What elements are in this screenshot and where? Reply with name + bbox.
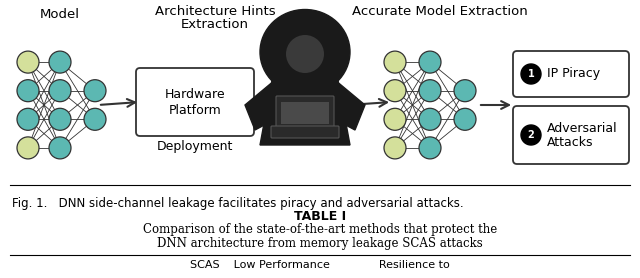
Circle shape xyxy=(521,125,541,145)
Circle shape xyxy=(49,51,71,73)
Circle shape xyxy=(49,108,71,130)
FancyBboxPatch shape xyxy=(136,68,254,136)
Text: Platform: Platform xyxy=(168,103,221,116)
Text: TABLE I: TABLE I xyxy=(294,210,346,224)
Ellipse shape xyxy=(286,35,324,73)
FancyBboxPatch shape xyxy=(513,106,629,164)
FancyBboxPatch shape xyxy=(281,102,329,124)
FancyBboxPatch shape xyxy=(271,126,339,138)
Text: IP Piracy: IP Piracy xyxy=(547,68,600,81)
Polygon shape xyxy=(327,80,365,130)
Circle shape xyxy=(84,80,106,102)
Circle shape xyxy=(49,137,71,159)
Text: Attacks: Attacks xyxy=(547,135,593,148)
Circle shape xyxy=(419,137,441,159)
Text: Comparison of the state-of-the-art methods that protect the: Comparison of the state-of-the-art metho… xyxy=(143,224,497,237)
FancyBboxPatch shape xyxy=(513,51,629,97)
Text: 2: 2 xyxy=(527,130,534,140)
Circle shape xyxy=(454,108,476,130)
Circle shape xyxy=(84,108,106,130)
FancyBboxPatch shape xyxy=(276,96,334,128)
Circle shape xyxy=(454,80,476,102)
Polygon shape xyxy=(260,75,350,145)
Circle shape xyxy=(384,108,406,130)
Circle shape xyxy=(419,80,441,102)
Circle shape xyxy=(419,108,441,130)
Circle shape xyxy=(49,80,71,102)
Circle shape xyxy=(521,64,541,84)
Circle shape xyxy=(384,137,406,159)
Text: Adversarial: Adversarial xyxy=(547,121,618,135)
Text: Architecture Hints: Architecture Hints xyxy=(155,5,275,18)
Text: Fig. 1.   DNN side-channel leakage facilitates piracy and adversarial attacks.: Fig. 1. DNN side-channel leakage facilit… xyxy=(12,197,463,210)
Circle shape xyxy=(384,80,406,102)
Circle shape xyxy=(17,80,39,102)
Circle shape xyxy=(419,51,441,73)
Text: 1: 1 xyxy=(527,69,534,79)
Text: DNN architecture from memory leakage SCAS attacks: DNN architecture from memory leakage SCA… xyxy=(157,237,483,249)
Circle shape xyxy=(384,51,406,73)
Ellipse shape xyxy=(260,9,350,95)
Text: SCAS    Low Performance              Resilience to: SCAS Low Performance Resilience to xyxy=(190,260,450,270)
Text: Model: Model xyxy=(40,8,80,21)
Text: Accurate Model Extraction: Accurate Model Extraction xyxy=(352,5,528,18)
Text: Extraction: Extraction xyxy=(181,18,249,31)
Text: Deployment: Deployment xyxy=(157,140,233,153)
Text: Hardware: Hardware xyxy=(164,88,225,101)
Circle shape xyxy=(17,108,39,130)
Circle shape xyxy=(17,137,39,159)
Polygon shape xyxy=(245,80,283,130)
Circle shape xyxy=(17,51,39,73)
